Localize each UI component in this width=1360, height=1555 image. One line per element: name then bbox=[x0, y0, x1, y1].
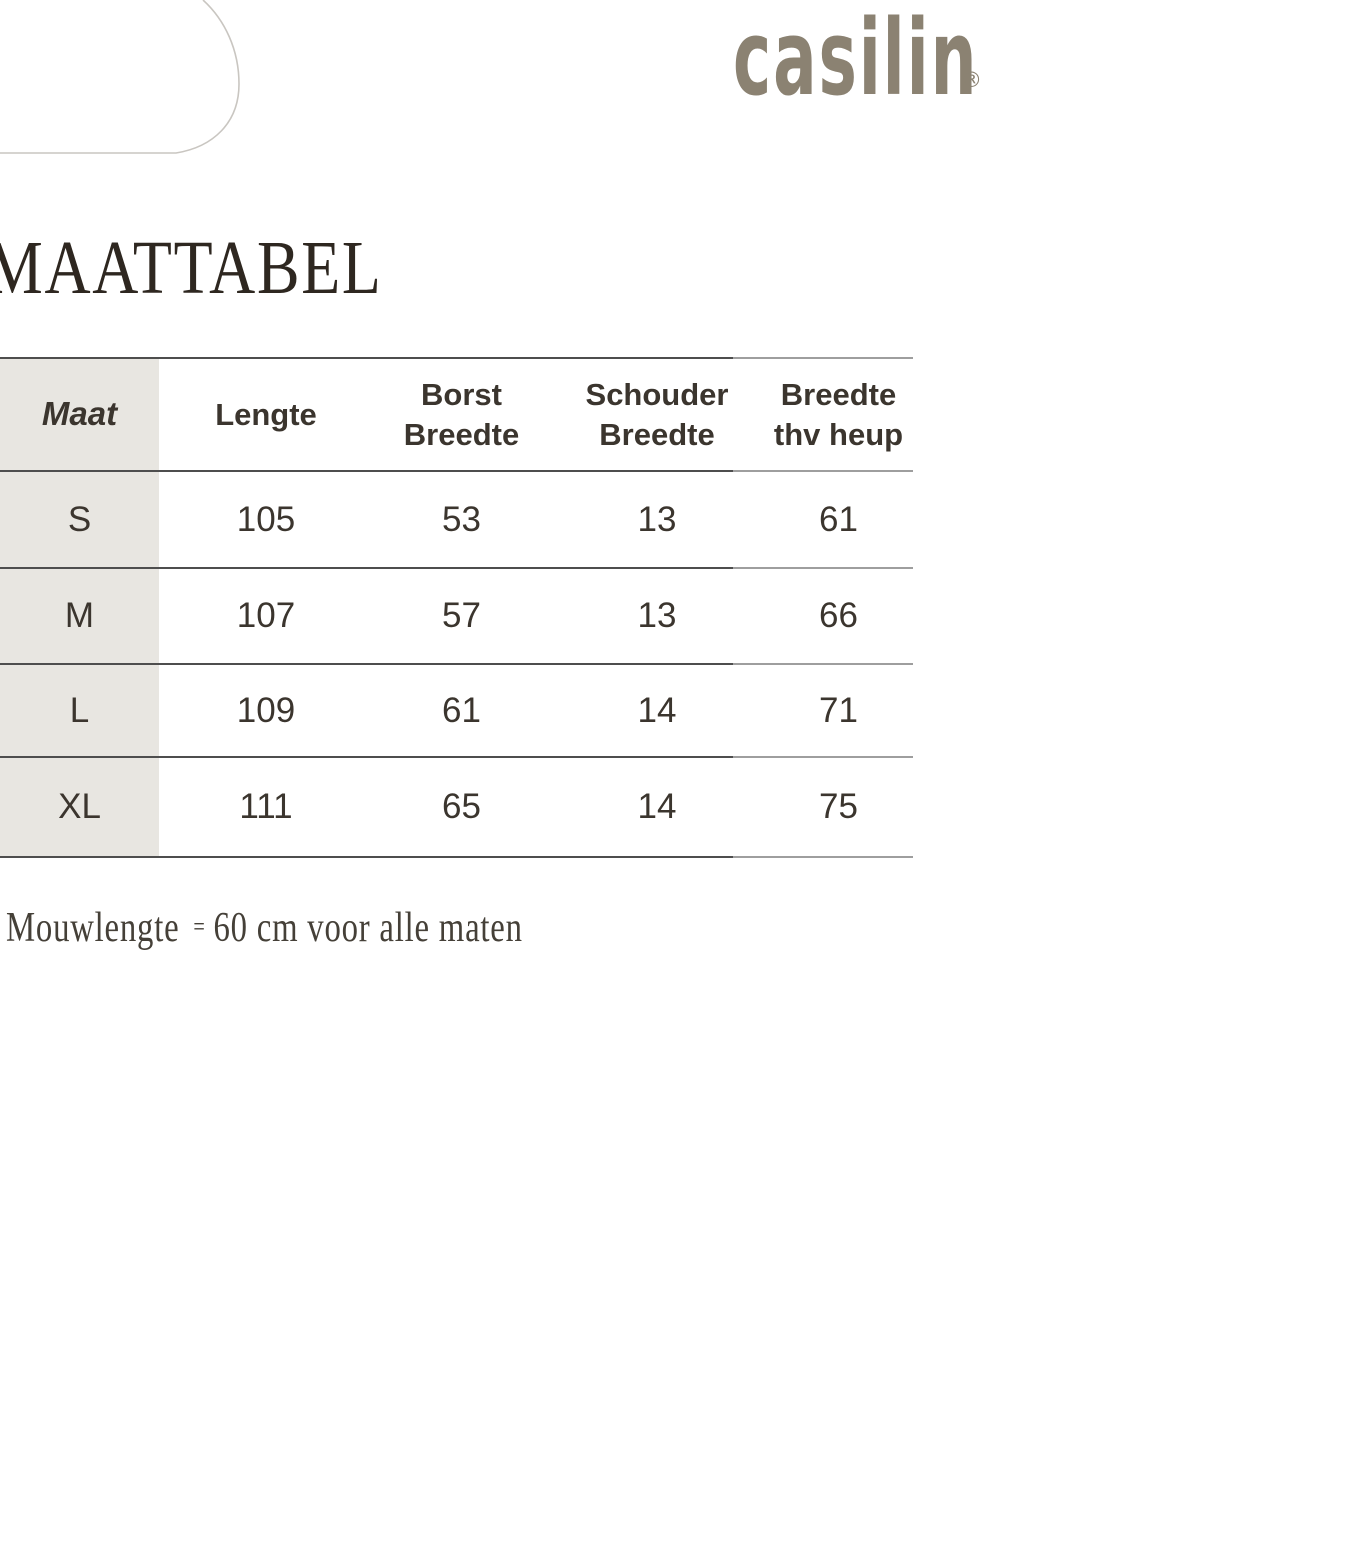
value-cell-breedte-thv-heup: 71 bbox=[819, 690, 858, 730]
value-cell-borst-breedte: 57 bbox=[442, 596, 481, 635]
value-cell-lengte: 109 bbox=[236, 690, 296, 730]
note-prefix: Mouwlengte bbox=[6, 905, 180, 951]
table-line-top bbox=[0, 357, 913, 359]
value-cell-lengte: 107 bbox=[236, 596, 296, 635]
table-row-m: M 107 57 13 66 bbox=[0, 569, 913, 663]
registered-trademark-icon: ® bbox=[961, 68, 982, 92]
size-cell: XL bbox=[58, 787, 101, 826]
equals-sign: = bbox=[193, 912, 206, 941]
table-line bbox=[0, 567, 913, 569]
brand-logo: casilin ® bbox=[733, 6, 993, 116]
value-cell-borst-breedte: 53 bbox=[442, 499, 481, 539]
size-cell: L bbox=[69, 690, 90, 730]
value-cell-schouder-breedte: 13 bbox=[637, 499, 677, 539]
value-cell-breedte-thv-heup: 75 bbox=[819, 787, 858, 826]
maat-column-background bbox=[0, 357, 159, 858]
value-cell-schouder-breedte: 14 bbox=[637, 787, 677, 826]
note-suffix: 60 cm voor alle maten bbox=[213, 905, 523, 951]
table-line bbox=[0, 756, 913, 758]
brand-logo-text: casilin bbox=[733, 0, 979, 119]
column-header-lengte: Lengte bbox=[215, 396, 317, 432]
value-cell-breedte-thv-heup: 66 bbox=[819, 596, 858, 635]
table-header-row: Maat Lengte Borst Breedte Schouder Breed… bbox=[0, 359, 913, 470]
value-cell-lengte: 105 bbox=[236, 499, 296, 539]
table-line-bottom bbox=[0, 856, 913, 858]
value-cell-borst-breedte: 65 bbox=[442, 787, 481, 826]
table-line bbox=[0, 470, 913, 472]
size-cell: M bbox=[64, 596, 95, 635]
page-title: MAATTABEL bbox=[0, 226, 383, 310]
column-header-breedte-thv-heup: Breedte thv heup bbox=[773, 376, 904, 452]
garment-outline-curve bbox=[0, 0, 240, 154]
value-cell-lengte: 111 bbox=[239, 787, 293, 826]
column-header-schouder-breedte: Schouder Breedte bbox=[585, 376, 729, 452]
table-row-l: L 109 61 14 71 bbox=[0, 665, 913, 756]
sleeve-length-note: Mouwlengte = 60 cm voor alle maten bbox=[6, 903, 523, 953]
table-row-xl: XL 111 65 14 75 bbox=[0, 758, 913, 856]
size-table: Maat Lengte Borst Breedte Schouder Breed… bbox=[0, 357, 913, 858]
value-cell-borst-breedte: 61 bbox=[442, 690, 481, 730]
column-header-maat: Maat bbox=[41, 395, 118, 433]
table-row-s: S 105 53 13 61 bbox=[0, 472, 913, 567]
value-cell-schouder-breedte: 13 bbox=[637, 596, 677, 635]
table-line bbox=[0, 663, 913, 665]
column-header-borst-breedte: Borst Breedte bbox=[403, 376, 520, 452]
value-cell-breedte-thv-heup: 61 bbox=[819, 499, 858, 539]
value-cell-schouder-breedte: 14 bbox=[637, 690, 677, 730]
size-cell: S bbox=[67, 499, 92, 539]
